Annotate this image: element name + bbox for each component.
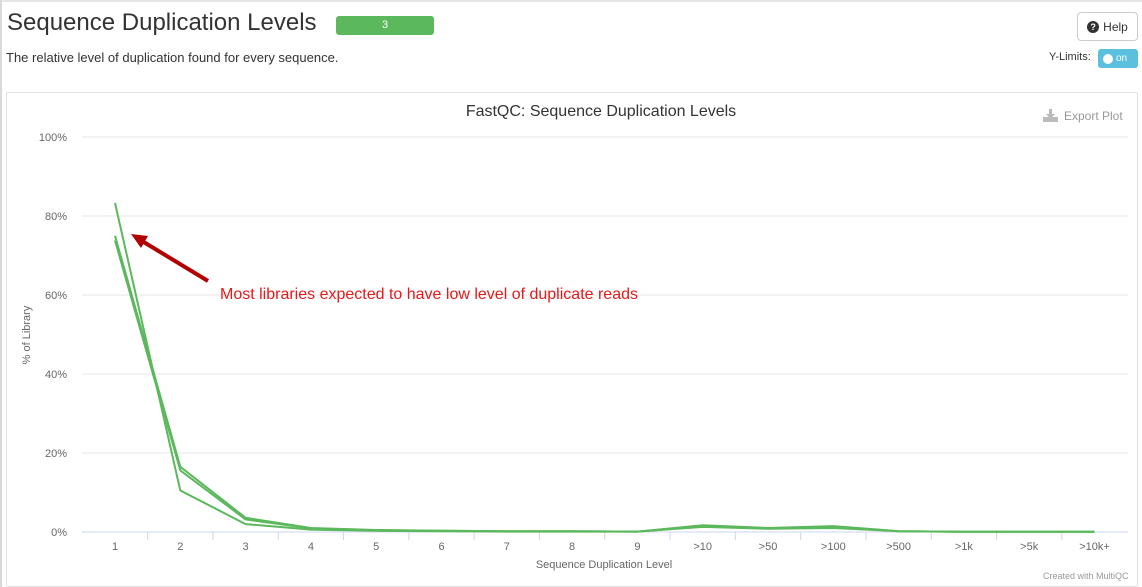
x-axis-ticks: 1 2 3 4 5 6 7 8 9 >10 >50 >100 >500 >1k >5k >10k+ <box>112 532 1110 553</box>
series-line-2[interactable] <box>114 235 1095 533</box>
y-tick-label: 80% <box>45 211 67 223</box>
x-tick-label: 3 <box>243 541 249 553</box>
x-tick-label: >1k <box>955 541 974 553</box>
status-badge[interactable]: 3 <box>336 16 434 35</box>
y-axis-ticks: 0% 20% 40% 60% 80% 100% <box>39 132 67 539</box>
x-tick-label: 7 <box>504 541 510 553</box>
x-tick-label: 2 <box>177 541 183 553</box>
multiqc-credit: Created with MultiQC <box>1043 571 1129 581</box>
y-tick-label: 60% <box>45 290 67 302</box>
x-tick-label: >10 <box>693 541 712 553</box>
plot-panel <box>6 92 1138 587</box>
y-limits-toggle[interactable]: on <box>1098 49 1138 68</box>
x-tick-label: >50 <box>759 541 778 553</box>
help-button-label: Help <box>1103 19 1128 34</box>
export-plot-button[interactable]: Export Plot <box>1042 108 1123 123</box>
x-tick-label: >10k+ <box>1079 541 1110 553</box>
x-tick-label: >5k <box>1020 541 1039 553</box>
x-tick-label: 1 <box>112 541 118 553</box>
y-tick-label: 40% <box>45 369 67 381</box>
annotation-text: Most libraries expected to have low leve… <box>220 286 638 303</box>
x-tick-label: 4 <box>308 541 314 553</box>
y-tick-label: 100% <box>39 132 67 144</box>
series-line-3[interactable] <box>114 240 1095 533</box>
toggle-knob <box>1103 53 1113 64</box>
x-tick-label: >500 <box>886 541 911 553</box>
y-tick-label: 20% <box>45 448 67 460</box>
x-tick-label: 5 <box>373 541 379 553</box>
question-circle-icon: ? <box>1087 20 1100 33</box>
y-tick-label: 0% <box>51 527 67 539</box>
export-plot-label: Export Plot <box>1064 108 1123 123</box>
y-limits-label: Y-Limits: <box>1049 51 1091 63</box>
chart-title: FastQC: Sequence Duplication Levels <box>466 103 736 120</box>
help-button[interactable]: ? Help <box>1077 12 1138 41</box>
x-axis-label: Sequence Duplication Level <box>536 559 672 571</box>
frame-top-border <box>0 0 1142 2</box>
x-tick-label: 8 <box>569 541 575 553</box>
section-title: Sequence Duplication Levels <box>7 9 317 36</box>
x-tick-label: 6 <box>438 541 444 553</box>
x-tick-label: 9 <box>634 541 640 553</box>
download-icon <box>1043 109 1058 122</box>
y-axis-label: % of Library <box>21 305 33 364</box>
frame-left-border <box>0 0 2 587</box>
toggle-label: on <box>1116 53 1128 64</box>
section-description: The relative level of duplication found … <box>6 50 339 65</box>
annotation-arrow <box>131 234 210 283</box>
gridlines <box>82 136 1128 533</box>
series-line-1[interactable] <box>114 202 1095 533</box>
series-lines <box>114 202 1095 533</box>
x-tick-label: >100 <box>821 541 846 553</box>
